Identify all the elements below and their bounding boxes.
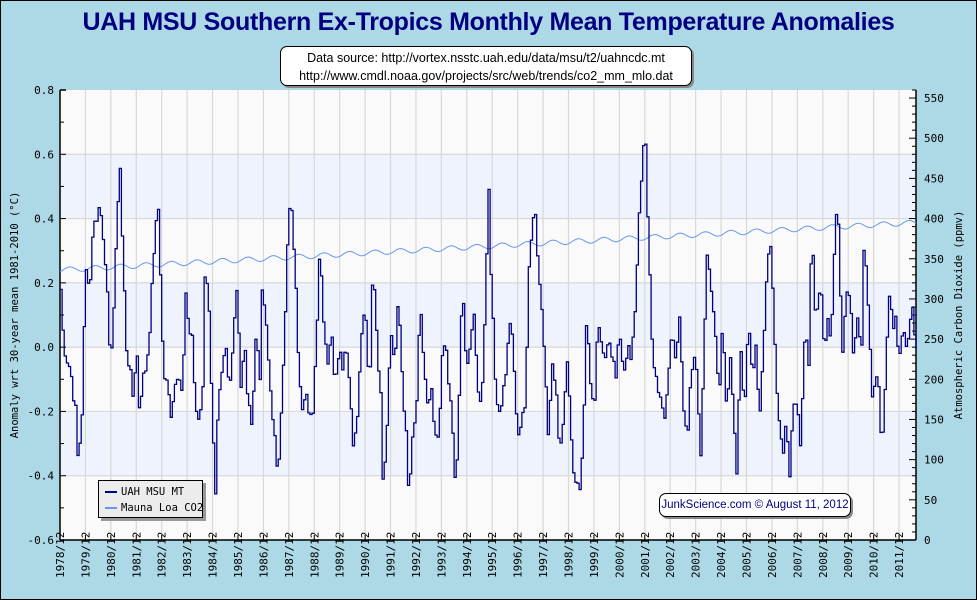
y2-tick-label: 50 — [924, 494, 937, 507]
x-tick-label: 1997/12 — [537, 532, 550, 578]
y-tick-label: 0.6 — [34, 148, 54, 161]
y2-tick-label: 300 — [924, 293, 944, 306]
y2-tick-label: 0 — [924, 534, 931, 547]
x-tick-label: 1986/12 — [257, 532, 270, 578]
x-tick-label: 1982/12 — [156, 532, 169, 578]
data-source-box: Data source: http://vortex.nsstc.uah.edu… — [280, 46, 692, 86]
y-tick-label: -0.6 — [28, 534, 55, 547]
x-tick-label: 1978/12 — [54, 532, 67, 578]
data-source-line-2: http://www.cmdl.noaa.gov/projects/src/we… — [299, 69, 673, 83]
chart-title: UAH MSU Southern Ex-Tropics Monthly Mean… — [82, 8, 895, 36]
x-tick-label: 1989/12 — [334, 532, 347, 578]
x-tick-label: 2003/12 — [690, 532, 703, 578]
y-tick-label: -0.2 — [28, 405, 55, 418]
y2-tick-label: 250 — [924, 333, 944, 346]
y-tick-label: 0.2 — [34, 277, 54, 290]
x-tick-label: 1999/12 — [588, 532, 601, 578]
y2-tick-label: 500 — [924, 132, 944, 145]
y-tick-label: 0.8 — [34, 84, 54, 97]
x-tick-label: 1987/12 — [283, 532, 296, 578]
y2-tick-label: 150 — [924, 413, 944, 426]
legend-swatch-co2 — [105, 507, 117, 509]
legend-item-uah: UAH MSU MT — [105, 484, 202, 500]
x-tick-label: 1990/12 — [359, 532, 372, 578]
x-tick-label: 1993/12 — [435, 532, 448, 578]
y-tick-label: 0.4 — [34, 213, 54, 226]
y2-tick-label: 200 — [924, 373, 944, 386]
x-tick-label: 2008/12 — [817, 532, 830, 578]
y2-tick-label: 350 — [924, 253, 944, 266]
series-line-uah — [60, 143, 917, 495]
x-tick-label: 2011/12 — [893, 532, 906, 578]
x-tick-label: 1996/12 — [512, 532, 525, 578]
x-tick-label: 1988/12 — [308, 532, 321, 578]
data-source-line-1: Data source: http://vortex.nsstc.uah.edu… — [307, 51, 665, 65]
y2-tick-label: 400 — [924, 213, 944, 226]
x-tick-label: 1992/12 — [410, 532, 423, 578]
y-axis-label: Anomaly wrt 30-year mean 1981-2010 (°C) — [9, 192, 21, 439]
x-tick-label: 2005/12 — [740, 532, 753, 578]
plot-band — [60, 282, 916, 348]
x-tick-label: 2009/12 — [842, 532, 855, 578]
y2-tick-label: 550 — [924, 92, 944, 105]
x-tick-label: 2004/12 — [715, 532, 728, 578]
x-tick-label: 1979/12 — [79, 532, 92, 578]
x-tick-label: 1985/12 — [232, 532, 245, 578]
x-tick-label: 2000/12 — [613, 532, 626, 578]
legend-label-co2: Mauna Loa CO2 — [121, 502, 204, 514]
x-tick-label: 2007/12 — [791, 532, 804, 578]
x-tick-label: 2010/12 — [868, 532, 881, 578]
x-tick-label: 1998/12 — [563, 532, 576, 578]
x-tick-label: 2006/12 — [766, 532, 779, 578]
y-tick-label: -0.4 — [28, 470, 55, 483]
legend-label-uah: UAH MSU MT — [121, 486, 185, 498]
credit-box: JunkScience.com © August 11, 2012 — [659, 493, 851, 517]
x-tick-label: 1981/12 — [130, 532, 143, 578]
x-tick-label: 2002/12 — [664, 532, 677, 578]
x-tick-label: 1983/12 — [181, 532, 194, 578]
legend-swatch-uah — [105, 491, 117, 493]
y-tick-label: 0.0 — [34, 341, 54, 354]
x-tick-label: 1994/12 — [461, 532, 474, 578]
y2-tick-label: 450 — [924, 172, 944, 185]
legend: UAH MSU MT Mauna Loa CO2 — [98, 480, 203, 518]
legend-item-co2: Mauna Loa CO2 — [105, 500, 204, 516]
x-tick-label: 1984/12 — [207, 532, 220, 578]
plot-band — [60, 411, 916, 476]
x-tick-label: 2001/12 — [639, 532, 652, 578]
y2-axis-label: Atmospheric Carbon Dioxide (ppmv) — [953, 211, 965, 420]
x-tick-label: 1995/12 — [486, 532, 499, 578]
x-tick-label: 1991/12 — [385, 532, 398, 578]
y2-tick-label: 100 — [924, 454, 944, 467]
x-tick-label: 1980/12 — [105, 532, 118, 578]
